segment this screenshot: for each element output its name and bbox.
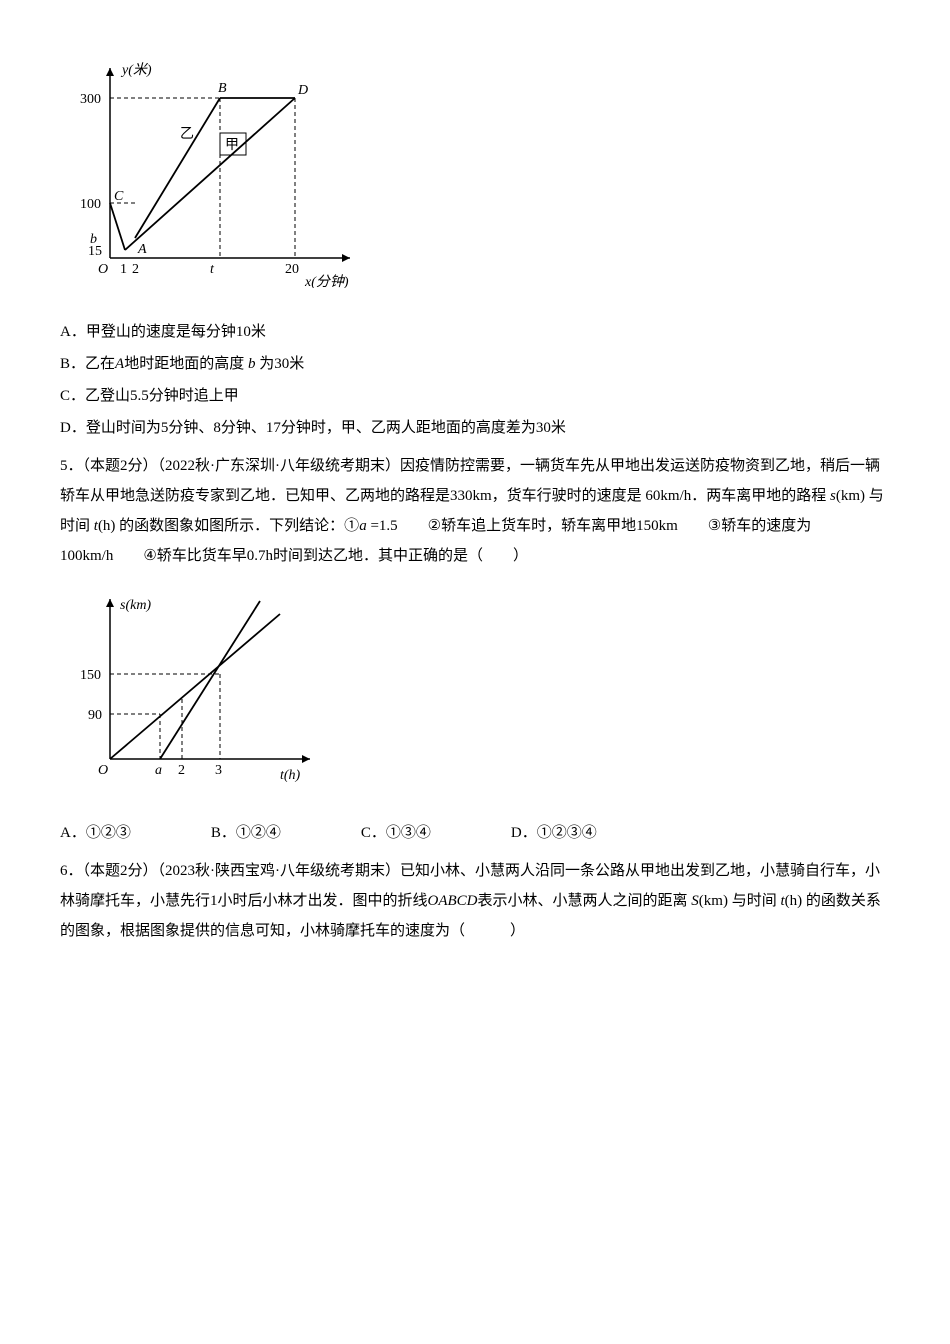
x-tick-2: 2 [132, 262, 139, 277]
figure-2: s(km) t(h) 150 90 O a 2 3 [70, 589, 890, 800]
y-tick-15: 15 [88, 244, 102, 259]
figure-1: 300 100 b 15 O 1 2 t 20 y(米) x(分钟) A B C… [70, 58, 890, 299]
label-yi: 乙 [180, 126, 194, 142]
q5-option-B: B．①②④ [211, 818, 281, 848]
point-A: A [137, 242, 147, 257]
y-tick-300: 300 [80, 92, 101, 107]
origin-O-2: O [98, 763, 108, 778]
q5-option-D: D．①②③④ [511, 818, 597, 848]
x-tick-20: 20 [285, 262, 299, 277]
q4-option-D: D．登山时间为5分钟、8分钟、17分钟时，甲、乙两人距地面的高度差为30米 [60, 413, 890, 443]
point-C: C [114, 189, 124, 204]
q4-option-C: C．乙登山5.5分钟时追上甲 [60, 381, 890, 411]
x-axis-label: x(分钟) [304, 274, 349, 288]
chart-svg-1: 300 100 b 15 O 1 2 t 20 y(米) x(分钟) A B C… [70, 58, 370, 288]
x-tick-1: 1 [120, 262, 127, 277]
y-axis-label: y(米) [120, 62, 152, 78]
y-tick-90: 90 [88, 708, 102, 723]
q4-option-B: B．乙在A地时距地面的高度 b 为30米 [60, 349, 890, 379]
label-jia: 甲 [225, 138, 239, 153]
x-tick-a: a [155, 763, 162, 778]
q5-options: A．①②③ B．①②④ C．①③④ D．①②③④ [60, 818, 890, 848]
x-tick-3: 3 [215, 763, 222, 778]
y-axis-label-2: s(km) [120, 598, 151, 613]
y-tick-100: 100 [80, 197, 101, 212]
point-D: D [297, 83, 308, 98]
y-tick-150: 150 [80, 668, 101, 683]
x-axis-label-2: t(h) [280, 768, 301, 783]
q4-option-A: A．甲登山的速度是每分钟10米 [60, 317, 890, 347]
point-B: B [218, 81, 227, 96]
q6-text: 6．（本题2分）（2023秋·陕西宝鸡·八年级统考期末）已知小林、小慧两人沿同一… [60, 856, 890, 946]
x-tick-2b: 2 [178, 763, 185, 778]
x-tick-t: t [210, 262, 215, 277]
q5-option-A: A．①②③ [60, 818, 131, 848]
origin-O: O [98, 262, 108, 277]
q5-text: 5．（本题2分）（2022秋·广东深圳·八年级统考期末）因疫情防控需要，一辆货车… [60, 451, 890, 571]
q5-option-C: C．①③④ [361, 818, 431, 848]
chart-svg-2: s(km) t(h) 150 90 O a 2 3 [70, 589, 330, 789]
